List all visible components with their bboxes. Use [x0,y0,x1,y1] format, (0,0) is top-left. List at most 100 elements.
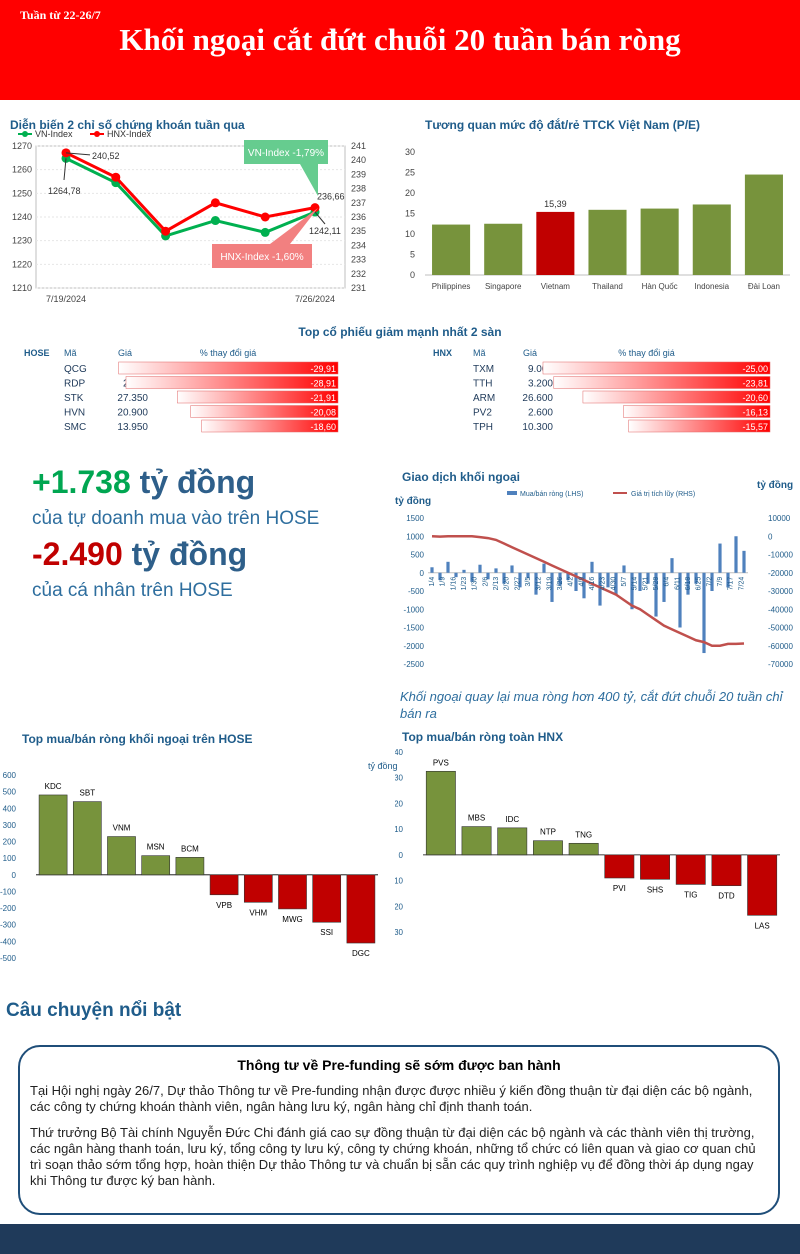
hnx-foreign-title: Top mua/bán ròng toàn HNX [402,730,564,744]
category-label: KDC [45,782,62,791]
pe-chart-title: Tương quan mức độ đắt/rẻ TTCK Việt Nam (… [425,118,701,132]
change-value: -23,81 [742,379,768,389]
foreign-trading-chart: tỷ đồng tỷ đồng Mua/bán ròng (LHS) Giá trị … [395,479,793,669]
change-value: -16,13 [742,408,768,418]
change-value: -25,00 [742,364,768,374]
y-tick-label: 400 [3,804,17,813]
y-tick-left: 500 [411,551,425,560]
net-bar [630,572,634,610]
prop-trading-unit: tỷ đồng [139,464,256,500]
y-tick-label: 30 [395,774,404,783]
x-tick-label: 1/23 [461,577,468,591]
y-tick-left: 1220 [12,259,32,269]
y-tick-left: -1500 [404,624,425,633]
y-tick-right: 231 [351,283,366,293]
data-label: 15,39 [544,199,567,209]
change-value: -29,91 [310,364,336,374]
hose-foreign-bar-chart: 600 500 400 300 200 100 0 -100 -200 -300 -400 -500 t… [0,761,398,963]
exchange-label: HNX [433,348,452,358]
y-tick-right: 0 [768,532,773,541]
x-tick-label: 7/26/2024 [295,294,335,304]
net-bar [550,572,554,602]
series-line-HNX-Index [65,151,316,234]
x-tick-label: 4/9 [578,577,585,587]
bar-Philippines [432,224,471,275]
category-label: VNM [113,824,131,833]
x-tick-label: Philippines [432,282,471,291]
row-code: TTH [473,379,492,390]
y-tick-left: 1240 [12,212,32,222]
data-label: 236,66 [317,192,345,202]
index-chart-title: Diễn biến 2 chỉ số chứng khoán tuần qua [10,118,245,132]
bar-SSI [312,874,342,923]
footer-bar [0,1224,800,1254]
legend-line-label: Giá trị tích lũy (RHS) [631,491,695,498]
y-tick-right: 10000 [768,514,791,523]
y-tick-right: 233 [351,255,366,265]
y-tick-label: -10 [395,877,404,886]
data-point [210,216,220,226]
data-label: 240,52 [92,151,120,161]
y-tick-label: 20 [395,799,404,808]
hnx-foreign-bar-chart: 40 30 20 10 0 -10 -20 -30 PVS MBS IDC NTP TNG PVI SHS T… [395,748,780,937]
category-label: MBS [468,814,485,823]
net-bar [574,572,578,591]
category-label: SSI [320,928,333,937]
y-tick-left: -500 [408,587,425,596]
y-tick-right: 232 [351,269,366,279]
x-tick-label: 6/25 [696,577,703,591]
net-bar [654,572,658,617]
net-bar [686,572,690,595]
x-tick-label: 6/18 [685,577,692,591]
row-price: 26.600 [522,393,553,404]
x-tick-label: 2/20 [504,577,511,591]
unit-label: tỷ đồng [368,761,398,771]
change-bar [582,390,771,404]
y-tick-label: 15 [405,209,415,219]
story-paragraph-1: Tại Hội nghị ngày 26/7, Dự thảo Thông tư… [30,1083,753,1114]
net-bar [582,572,586,599]
net-bar [646,572,650,584]
category-label: TIG [684,890,697,899]
y-tick-label: 100 [3,854,17,863]
x-tick-label: 1/30 [472,577,479,591]
x-tick-label: Đài Loan [748,282,780,291]
x-tick-label: 3/5 [525,577,532,587]
change-bar [553,376,771,389]
net-bar [542,563,546,573]
category-label: PVI [613,884,626,893]
x-tick-label: 2/13 [493,577,500,591]
legend-label: HNX-Index [107,129,152,139]
change-bar [177,390,339,404]
unit-left: tỷ đồng [395,495,431,507]
net-bar [430,567,434,573]
bar-IDC [497,827,528,856]
category-label: TNG [575,830,592,839]
legend-label: VN-Index [35,129,73,139]
net-bar [486,572,490,580]
x-tick-label: 6/11 [674,577,681,590]
individual-unit: tỷ đồng [131,536,248,572]
bar-KDC [38,794,68,876]
bar-MWG [278,874,307,910]
row-code: TPH [473,422,493,433]
y-tick-right: -30000 [768,587,793,596]
story-card: Thông tư về Pre-funding sẽ sớm được ban … [18,1045,780,1215]
change-value: -15,57 [742,422,768,432]
unit-right: tỷ đồng [757,479,793,491]
change-bar [623,405,771,418]
y-tick-right: 239 [351,169,366,179]
row-price: 9.000 [528,364,553,375]
x-tick-label: 7/19/2024 [46,294,86,304]
net-bar [710,572,714,591]
prop-trading-caption: của tự doanh mua vào trên HOSE [32,508,320,529]
y-tick-right: 238 [351,184,366,194]
x-tick-label: 4/23 [600,577,607,591]
change-bar [201,419,339,433]
x-tick-label: 7/17 [728,577,735,591]
y-tick-label: 200 [3,838,17,847]
leader-line [314,211,326,225]
x-tick-label: Hàn Quốc [642,282,678,291]
x-tick-label: Indonesia [694,282,729,291]
net-bar [526,572,530,579]
